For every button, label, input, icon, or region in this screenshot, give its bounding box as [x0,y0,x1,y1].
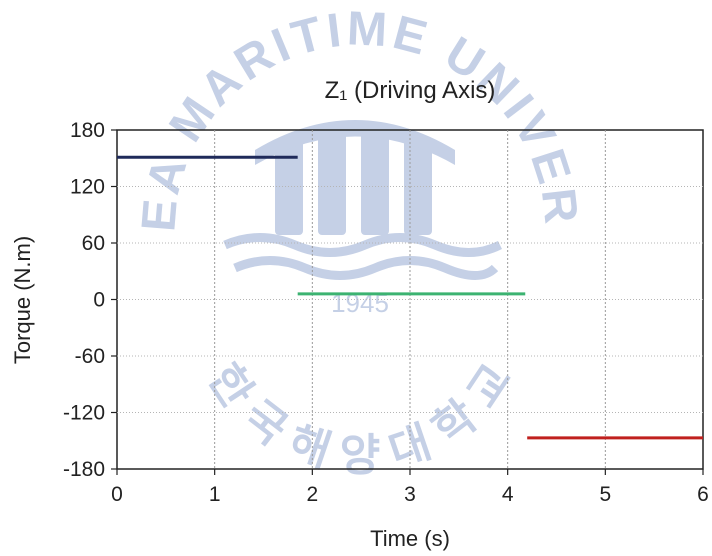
x-tick-label: 6 [697,483,709,506]
x-tick-label: 1 [209,483,221,506]
x-tick-label: 5 [599,483,611,506]
y-tick-label: -180 [63,458,105,481]
grid-layer [117,130,703,469]
y-tick-label: 60 [82,232,105,255]
chart-title: Z₁ (Driving Axis) [325,77,496,104]
series-layer [117,155,703,440]
watermark-emblem [255,120,455,235]
y-tick-label: -60 [75,345,105,368]
y-tick-label: 0 [93,289,105,312]
x-axis-label: Time (s) [370,526,450,551]
watermark-waves [223,233,503,280]
y-axis-ticks: 180 120 60 0 -60 -120 -180 [63,119,117,481]
x-axis-ticks: 0 1 2 3 4 5 6 [111,469,709,506]
y-tick-label: -120 [63,402,105,425]
y-tick-label: 120 [70,176,105,199]
x-tick-label: 3 [404,483,416,506]
y-tick-label: 180 [70,119,105,142]
x-tick-label: 0 [111,483,123,506]
x-tick-label: 2 [306,483,318,506]
y-axis-label: Torque (N.m) [10,236,35,364]
watermark-text-bottom: 한 국 해 양 대 학 교 [198,355,522,481]
x-tick-label: 4 [502,483,514,506]
